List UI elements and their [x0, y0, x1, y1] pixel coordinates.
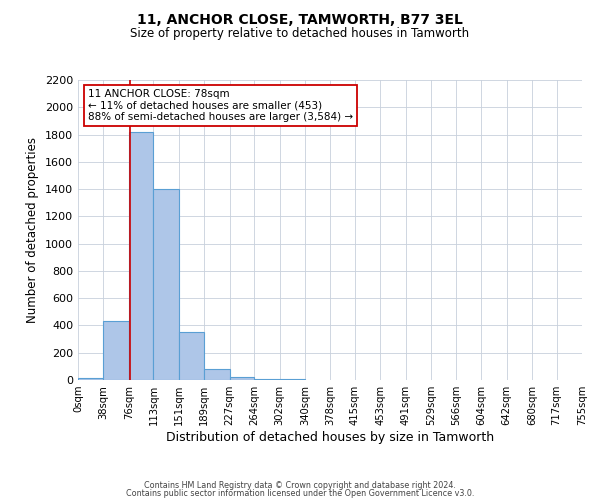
Text: Size of property relative to detached houses in Tamworth: Size of property relative to detached ho… [130, 28, 470, 40]
Bar [204, 369, 230, 380]
Text: 11 ANCHOR CLOSE: 78sqm
← 11% of detached houses are smaller (453)
88% of semi-de: 11 ANCHOR CLOSE: 78sqm ← 11% of detached… [88, 89, 353, 122]
Bar [230, 376, 254, 380]
X-axis label: Distribution of detached houses by size in Tamworth: Distribution of detached houses by size … [166, 431, 494, 444]
Bar [254, 378, 280, 380]
Bar [129, 132, 154, 380]
Bar [103, 322, 129, 380]
Bar [179, 332, 204, 380]
Y-axis label: Number of detached properties: Number of detached properties [26, 137, 40, 323]
Bar [154, 189, 179, 380]
Text: Contains HM Land Registry data © Crown copyright and database right 2024.: Contains HM Land Registry data © Crown c… [144, 480, 456, 490]
Text: Contains public sector information licensed under the Open Government Licence v3: Contains public sector information licen… [126, 489, 474, 498]
Bar [78, 378, 103, 380]
Text: 11, ANCHOR CLOSE, TAMWORTH, B77 3EL: 11, ANCHOR CLOSE, TAMWORTH, B77 3EL [137, 12, 463, 26]
